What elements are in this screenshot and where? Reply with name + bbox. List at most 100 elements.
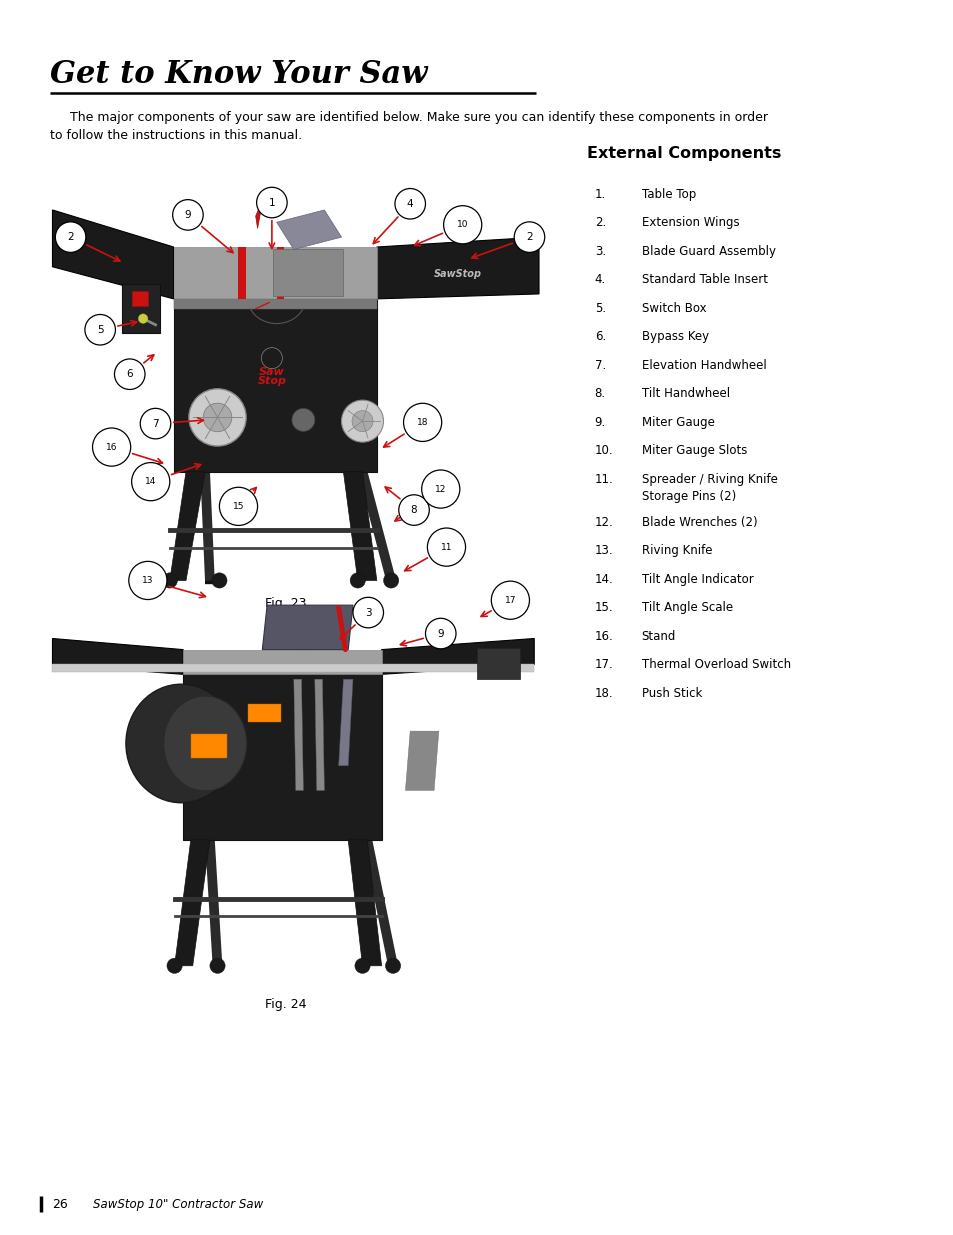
Text: Saw
Stop: Saw Stop xyxy=(257,367,286,387)
Circle shape xyxy=(172,200,203,230)
Circle shape xyxy=(395,189,425,219)
Circle shape xyxy=(443,206,481,243)
Polygon shape xyxy=(173,299,376,472)
Polygon shape xyxy=(273,249,343,296)
Circle shape xyxy=(383,573,398,588)
Text: 16.: 16. xyxy=(594,630,613,642)
Circle shape xyxy=(129,562,167,599)
Polygon shape xyxy=(381,638,534,674)
Text: 17.: 17. xyxy=(594,658,613,672)
Circle shape xyxy=(256,188,287,217)
Text: 7.: 7. xyxy=(594,358,605,372)
Circle shape xyxy=(167,958,182,973)
Circle shape xyxy=(189,389,246,446)
Text: Tilt Handwheel: Tilt Handwheel xyxy=(641,388,729,400)
Text: 18: 18 xyxy=(416,417,428,427)
Text: 13.: 13. xyxy=(594,545,613,557)
Text: 8: 8 xyxy=(411,505,416,515)
Text: SawStop 10" Contractor Saw: SawStop 10" Contractor Saw xyxy=(93,1198,263,1210)
Text: 8.: 8. xyxy=(594,388,605,400)
Text: External Components: External Components xyxy=(586,146,781,161)
Text: Stand: Stand xyxy=(641,630,676,642)
Circle shape xyxy=(398,495,429,525)
Polygon shape xyxy=(170,472,205,580)
Polygon shape xyxy=(173,247,376,299)
Circle shape xyxy=(219,488,257,525)
Text: Miter Gauge: Miter Gauge xyxy=(641,416,714,429)
Text: 26: 26 xyxy=(52,1198,69,1210)
Text: Riving Knife: Riving Knife xyxy=(641,545,712,557)
Text: The major components of your saw are identified below. Make sure you can identif: The major components of your saw are ide… xyxy=(50,111,767,142)
Text: 5.: 5. xyxy=(594,301,605,315)
Polygon shape xyxy=(183,672,381,840)
Circle shape xyxy=(341,400,383,442)
Text: 1: 1 xyxy=(269,198,274,207)
Polygon shape xyxy=(294,679,303,790)
Text: SawStop: SawStop xyxy=(434,269,481,279)
Polygon shape xyxy=(52,638,183,674)
Text: 11: 11 xyxy=(440,542,452,552)
Text: Switch Box: Switch Box xyxy=(641,301,705,315)
Polygon shape xyxy=(376,237,538,299)
Text: Miter Gauge Slots: Miter Gauge Slots xyxy=(641,445,746,457)
Text: Bypass Key: Bypass Key xyxy=(641,330,708,343)
Circle shape xyxy=(55,222,86,252)
Text: 10.: 10. xyxy=(594,445,613,457)
Polygon shape xyxy=(248,704,281,722)
Text: 4: 4 xyxy=(407,199,413,209)
Polygon shape xyxy=(262,605,353,650)
Polygon shape xyxy=(52,210,173,299)
FancyBboxPatch shape xyxy=(191,734,227,758)
Text: 6: 6 xyxy=(127,369,132,379)
Text: 2.: 2. xyxy=(594,216,605,230)
Text: 2: 2 xyxy=(526,232,532,242)
Text: Push Stick: Push Stick xyxy=(641,687,701,700)
Text: Thermal Overload Switch: Thermal Overload Switch xyxy=(641,658,790,672)
Polygon shape xyxy=(314,679,324,790)
Text: 9: 9 xyxy=(437,629,443,638)
Text: 9: 9 xyxy=(185,210,191,220)
Text: Get to Know Your Saw: Get to Know Your Saw xyxy=(50,59,427,90)
Polygon shape xyxy=(405,731,438,790)
Polygon shape xyxy=(338,679,353,766)
Ellipse shape xyxy=(164,697,246,790)
Polygon shape xyxy=(255,198,263,228)
Text: 6.: 6. xyxy=(594,330,605,343)
Circle shape xyxy=(139,315,147,322)
Circle shape xyxy=(385,958,400,973)
Circle shape xyxy=(140,409,171,438)
Text: 14: 14 xyxy=(145,477,156,487)
Text: 12.: 12. xyxy=(594,516,613,529)
Circle shape xyxy=(210,958,225,973)
Text: Blade Wrenches (2): Blade Wrenches (2) xyxy=(641,516,757,529)
Text: 10: 10 xyxy=(456,220,468,230)
Circle shape xyxy=(132,463,170,500)
Circle shape xyxy=(352,411,373,431)
Text: 17: 17 xyxy=(504,595,516,605)
Circle shape xyxy=(421,471,459,508)
Text: Tilt Angle Indicator: Tilt Angle Indicator xyxy=(641,573,753,585)
Text: 11.: 11. xyxy=(594,473,613,485)
Text: 15: 15 xyxy=(233,501,244,511)
Text: Elevation Handwheel: Elevation Handwheel xyxy=(641,358,765,372)
Text: 4.: 4. xyxy=(594,273,605,287)
Circle shape xyxy=(85,315,115,345)
Polygon shape xyxy=(132,291,148,306)
Text: 13: 13 xyxy=(142,576,153,585)
Wedge shape xyxy=(278,621,332,650)
Text: 2: 2 xyxy=(68,232,73,242)
Circle shape xyxy=(92,429,131,466)
Polygon shape xyxy=(173,299,376,309)
Polygon shape xyxy=(343,472,376,580)
Text: 16: 16 xyxy=(106,442,117,452)
Ellipse shape xyxy=(126,684,236,803)
Circle shape xyxy=(114,359,145,389)
Circle shape xyxy=(403,404,441,441)
Circle shape xyxy=(203,403,232,432)
Text: Tilt Angle Scale: Tilt Angle Scale xyxy=(641,601,732,614)
Polygon shape xyxy=(348,840,381,966)
Circle shape xyxy=(427,529,465,566)
Text: Table Top: Table Top xyxy=(641,188,696,201)
Text: 18.: 18. xyxy=(594,687,613,700)
Circle shape xyxy=(138,314,148,324)
